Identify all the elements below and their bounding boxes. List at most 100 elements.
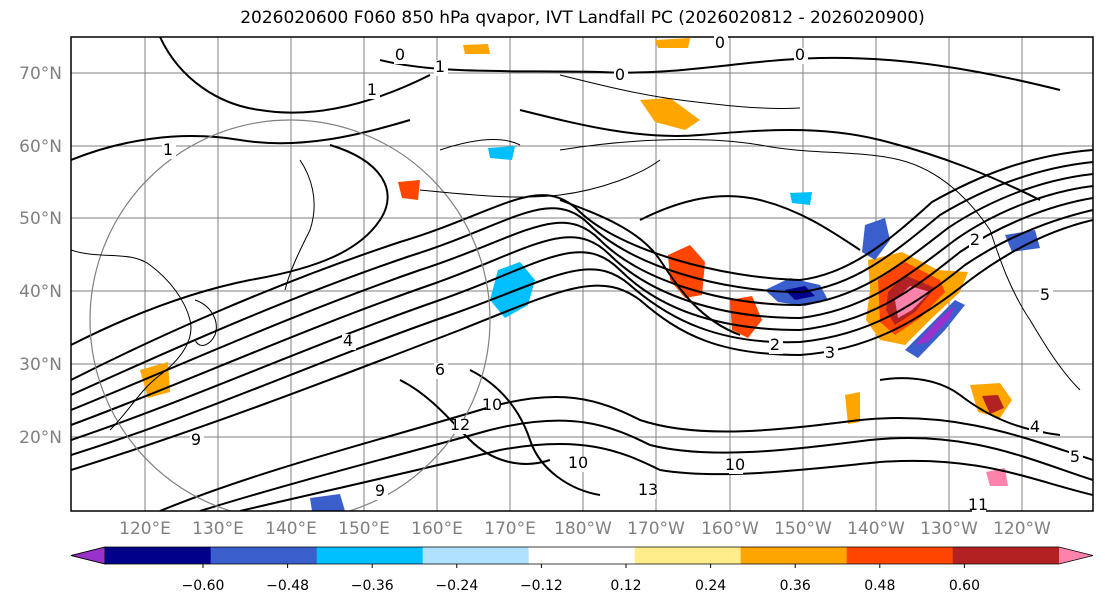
contour-label: 0 <box>715 33 725 52</box>
colorbar-tick-label: 0.24 <box>695 578 726 594</box>
contour-line <box>159 37 431 114</box>
negative-anomaly-pacific-south <box>310 494 345 511</box>
negative-anomaly-gulf <box>790 192 812 205</box>
contour-label-background <box>1029 420 1043 436</box>
contour-line <box>71 161 1093 396</box>
colorbar-segment <box>422 547 530 564</box>
contour-line <box>639 195 861 251</box>
colorbar-tick-label: −0.24 <box>435 578 478 594</box>
colorbar-tick-label: −0.48 <box>266 578 309 594</box>
coastline-aleutians <box>419 159 661 198</box>
longitude-label: 170°W <box>627 519 685 539</box>
negative-anomaly-nw <box>1005 230 1040 252</box>
negative-anomaly-core <box>915 306 955 345</box>
colorbar-tick-label: 0.48 <box>864 578 895 594</box>
contour-line <box>71 149 1093 381</box>
colorbar-segment <box>104 547 212 564</box>
coastlines <box>71 74 1081 431</box>
contour-label-background <box>162 143 176 159</box>
coastline-japan <box>194 299 217 346</box>
contour-line <box>71 185 1093 426</box>
colorbar-segment <box>846 547 954 564</box>
contour-line <box>399 379 551 465</box>
colorbar-segment <box>210 547 318 564</box>
colorbar-tick-label: −0.36 <box>351 578 394 594</box>
coastline-northamerica <box>989 229 1081 391</box>
latitude-label: 20°N <box>19 428 62 448</box>
colorbar-tick-label: −0.60 <box>182 578 225 594</box>
longitude-label: 160°W <box>701 519 759 539</box>
contour-label: 2 <box>970 230 980 249</box>
contour-label-background <box>969 233 983 249</box>
contour-label: 6 <box>435 360 445 379</box>
contour-label: 4 <box>1030 417 1040 436</box>
contour-line <box>71 219 1093 471</box>
contour-label: 10 <box>568 453 588 472</box>
contour-label: 4 <box>343 331 353 350</box>
latitude-label: 70°N <box>19 64 62 84</box>
colorbar-segment <box>634 547 742 564</box>
contour-label: 11 <box>968 495 988 514</box>
contour-line <box>71 209 1093 456</box>
contour-label: 9 <box>191 430 201 449</box>
contour-label-background <box>642 483 656 499</box>
contour-label: 5 <box>1070 447 1080 466</box>
contour-label: 2 <box>770 335 780 354</box>
colorbar-extend-low-tip <box>71 547 105 564</box>
contour-label-background <box>824 346 838 362</box>
map-title: 2026020600 F060 850 hPa qvapor, IVT Land… <box>240 8 925 28</box>
contour-label-background <box>434 363 448 379</box>
negative-anomaly-east <box>862 218 890 260</box>
contour-label: 1 <box>367 80 377 99</box>
contour-label-background <box>434 60 448 76</box>
contour-line <box>519 109 1041 201</box>
contour-label-background <box>714 36 728 52</box>
contour-label: 5 <box>1040 285 1050 304</box>
latitude-label: 50°N <box>19 209 62 229</box>
contour-line <box>879 377 1061 436</box>
colorbar-segment <box>316 547 424 564</box>
longitude-label: 150°W <box>774 519 832 539</box>
contour-label: 10 <box>725 455 745 474</box>
contour-label-background <box>1069 450 1083 466</box>
latitude-label: 40°N <box>19 282 62 302</box>
contour-line <box>71 144 389 346</box>
contour-label: 9 <box>375 481 385 500</box>
contour-label: 0 <box>795 45 805 64</box>
longitude-label: 130°E <box>192 519 244 539</box>
longitude-label: 140°E <box>265 519 317 539</box>
colorbar-segment <box>528 547 636 564</box>
colorbar-outline <box>70 546 1094 565</box>
contour-line <box>469 369 601 496</box>
contour-label: 1 <box>435 57 445 76</box>
latitude-label: 30°N <box>19 355 62 375</box>
colorbar-tick-label: 0.60 <box>949 578 980 594</box>
positive-anomaly-arctic-2 <box>655 38 690 48</box>
longitude-label: 170°E <box>484 519 536 539</box>
latitude-label: 60°N <box>19 137 62 157</box>
contour-label-background <box>572 456 586 472</box>
colorbar: −0.60 −0.48 −0.36 −0.24 −0.12 0.12 0.24 0.36 0.4… <box>70 546 1094 594</box>
positive-anomaly-north <box>463 44 490 54</box>
contour-label-background <box>794 48 808 64</box>
longitude-label: 160°E <box>411 519 463 539</box>
colorbar-tick-label: 0.12 <box>610 578 641 594</box>
negative-anomaly-alaska <box>488 146 515 160</box>
longitude-label: 120°W <box>993 519 1051 539</box>
contour-line <box>71 197 1093 441</box>
coastline-kamchatka <box>284 159 315 291</box>
positive-anomaly-tropics <box>845 392 860 424</box>
range-circle <box>89 119 491 511</box>
colorbar-tick-label: −0.12 <box>520 578 563 594</box>
contour-label: 10 <box>482 395 502 414</box>
contour-line <box>239 442 1093 511</box>
longitude-label: 140°W <box>847 519 905 539</box>
contour-label-background <box>729 458 743 474</box>
longitude-labels: 120°E 130°E 140°E 150°E 160°E 170°E 180°W 170°W… <box>119 519 1051 539</box>
contour-label-background <box>486 398 500 414</box>
positive-anomaly-bering <box>398 180 420 200</box>
contour-label: 0 <box>615 65 625 84</box>
contour-line <box>71 173 1093 411</box>
